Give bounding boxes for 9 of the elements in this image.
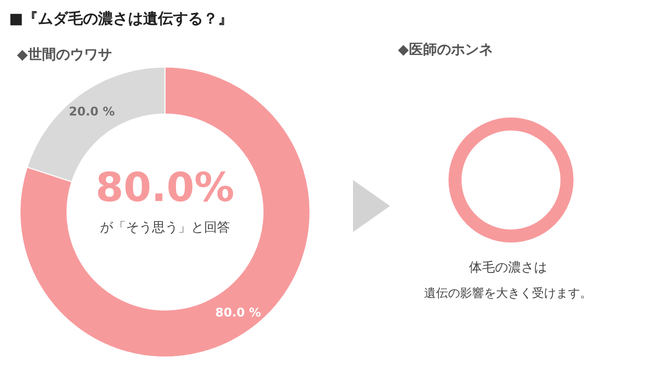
text: が「そう思う」と回答 — [100, 220, 230, 236]
data-label: 20.0 % — [68, 104, 115, 118]
text: 遺伝の影響を大きく受けます。 — [424, 286, 592, 300]
text: 体毛の濃さは — [469, 260, 547, 276]
chart-title: ■『ムダ毛の濃さは遺伝する？』 — [9, 10, 234, 28]
chart-subtitle: ◆世間のウワサ — [17, 47, 112, 63]
text: ◆医師のホンネ — [398, 42, 493, 58]
data-label: 80.0 % — [215, 306, 262, 320]
text: 80.0% — [96, 165, 234, 211]
